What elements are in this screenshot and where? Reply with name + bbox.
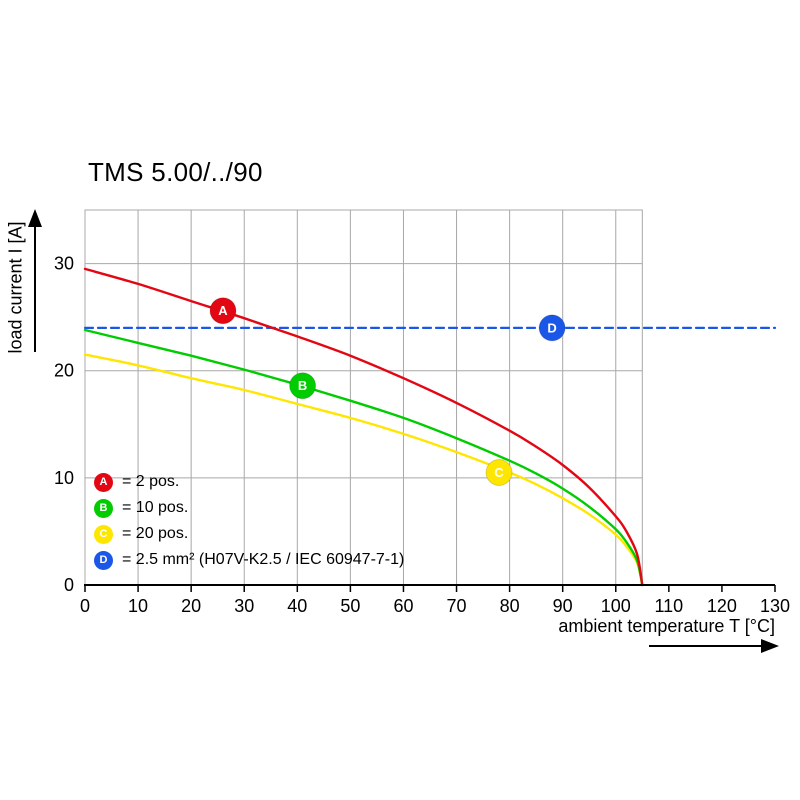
x-tick-label: 70	[447, 596, 467, 616]
x-tick-label: 80	[500, 596, 520, 616]
x-axis-label: ambient temperature T [°C]	[558, 616, 775, 636]
legend-badge-a: A	[94, 472, 113, 492]
legend-badge-b: B	[94, 498, 113, 518]
curve-C	[83, 353, 644, 587]
x-tick-label: 130	[760, 596, 790, 616]
curve-marker-A	[209, 297, 237, 325]
y-tick-label: 30	[54, 254, 74, 274]
x-tick-label: 90	[553, 596, 573, 616]
legend-badge-d: D	[94, 550, 113, 570]
x-tick-label: 110	[654, 596, 683, 616]
legend-label-d: = 2.5 mm² (H07V-K2.5 / IEC 60947-7-1)	[122, 551, 405, 568]
x-tick-label: 0	[80, 596, 90, 616]
x-tick-label: 50	[340, 596, 360, 616]
curve-marker-letter-A: A	[218, 303, 228, 318]
page-title: TMS 5.00/../90	[88, 157, 263, 187]
y-axis-label: load current I [A]	[5, 221, 26, 354]
y-tick-label: 20	[54, 361, 74, 381]
legend-badge-c: C	[94, 524, 113, 544]
curve-marker-B	[289, 372, 317, 400]
legend-item-d: D = 2.5 mm² (H07V-K2.5 / IEC 60947-7-1)	[94, 547, 404, 573]
y-axis-arrow-head	[28, 209, 42, 227]
legend-item-a: A = 2 pos.	[94, 469, 404, 495]
x-axis-arrow-head	[761, 639, 779, 653]
x-tick-label: 10	[128, 596, 148, 616]
curve-marker-letter-D: D	[547, 320, 556, 335]
curve-B	[83, 328, 644, 587]
legend-item-b: B = 10 pos.	[94, 495, 404, 521]
x-tick-label: 100	[601, 596, 631, 616]
y-tick-label: 0	[64, 575, 74, 595]
curve-marker-C	[485, 459, 513, 486]
legend-label-c: = 20 pos.	[122, 525, 189, 542]
y-tick-label: 10	[54, 468, 74, 488]
curve-marker-letter-B: B	[298, 378, 307, 393]
x-tick-label: 60	[393, 596, 413, 616]
curve-marker-D	[538, 314, 566, 342]
legend-label-b: = 10 pos.	[122, 499, 189, 516]
chart-legend: A = 2 pos. B = 10 pos. C = 20 pos. D = 2…	[94, 469, 404, 573]
x-tick-label: 120	[707, 596, 737, 616]
plot-frame	[84, 209, 643, 586]
x-tick-label: 30	[234, 596, 254, 616]
legend-label-a: = 2 pos.	[122, 473, 180, 490]
x-tick-label: 20	[181, 596, 201, 616]
legend-item-c: C = 20 pos.	[94, 521, 404, 547]
curve-marker-letter-C: C	[494, 465, 504, 480]
x-tick-label: 40	[287, 596, 307, 616]
